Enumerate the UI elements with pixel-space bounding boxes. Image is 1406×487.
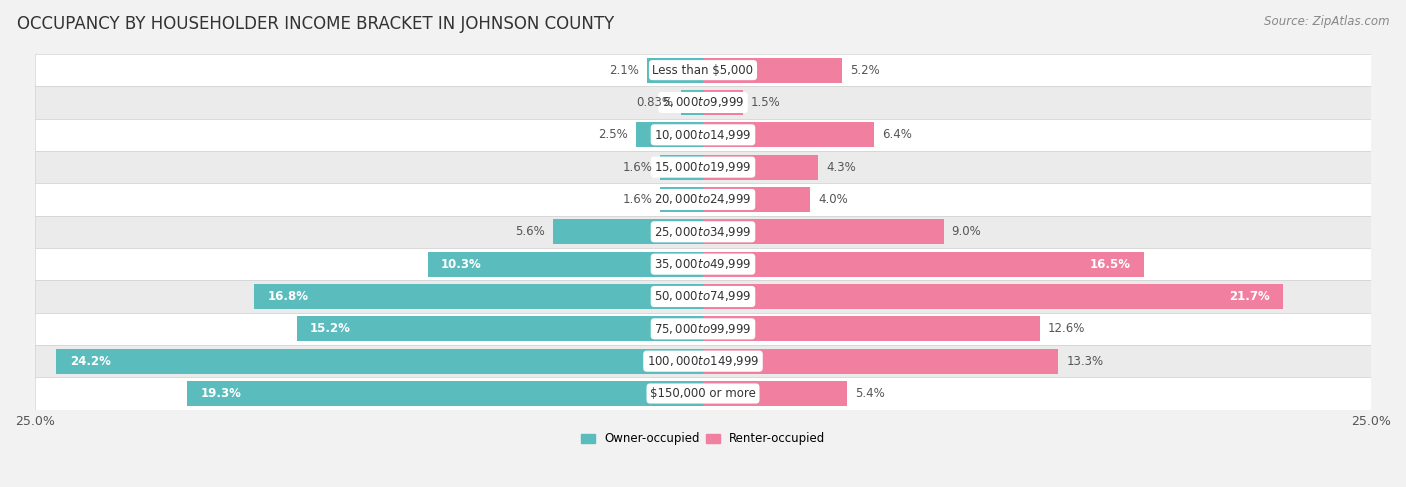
Bar (35, 183, 1371, 216)
Text: 0.83%: 0.83% (636, 96, 673, 109)
Text: $10,000 to $14,999: $10,000 to $14,999 (654, 128, 752, 142)
Bar (254, 284, 703, 309)
Bar (703, 381, 848, 406)
Legend: Owner-occupied, Renter-occupied: Owner-occupied, Renter-occupied (576, 428, 830, 450)
Text: 19.3%: 19.3% (201, 387, 242, 400)
Bar (703, 90, 744, 115)
Bar (703, 187, 810, 212)
Text: $50,000 to $74,999: $50,000 to $74,999 (654, 289, 752, 303)
Text: 1.6%: 1.6% (623, 193, 652, 206)
Text: 2.5%: 2.5% (599, 128, 628, 141)
Text: 1.6%: 1.6% (623, 161, 652, 174)
Text: 5.2%: 5.2% (851, 64, 880, 76)
Text: $15,000 to $19,999: $15,000 to $19,999 (654, 160, 752, 174)
Text: 12.6%: 12.6% (1047, 322, 1085, 336)
Bar (35, 151, 1371, 183)
Bar (56, 349, 703, 374)
Bar (297, 316, 703, 341)
Bar (661, 187, 703, 212)
Bar (647, 57, 703, 83)
Text: 13.3%: 13.3% (1066, 355, 1104, 368)
Text: 4.0%: 4.0% (818, 193, 848, 206)
Text: 16.5%: 16.5% (1090, 258, 1130, 271)
Text: 16.8%: 16.8% (267, 290, 308, 303)
Text: 9.0%: 9.0% (952, 225, 981, 238)
Bar (187, 381, 703, 406)
Bar (35, 248, 1371, 281)
Text: 24.2%: 24.2% (70, 355, 111, 368)
Text: $150,000 or more: $150,000 or more (650, 387, 756, 400)
Text: Source: ZipAtlas.com: Source: ZipAtlas.com (1264, 15, 1389, 28)
Bar (427, 252, 703, 277)
Text: 10.3%: 10.3% (441, 258, 482, 271)
Bar (35, 119, 1371, 151)
Text: 5.4%: 5.4% (855, 387, 884, 400)
Text: $5,000 to $9,999: $5,000 to $9,999 (662, 95, 744, 110)
Bar (703, 284, 1282, 309)
Text: $35,000 to $49,999: $35,000 to $49,999 (654, 257, 752, 271)
Bar (35, 313, 1371, 345)
Bar (35, 377, 1371, 410)
Bar (703, 349, 1059, 374)
Text: 2.1%: 2.1% (609, 64, 638, 76)
Text: 15.2%: 15.2% (311, 322, 352, 336)
Bar (703, 252, 1144, 277)
Text: $100,000 to $149,999: $100,000 to $149,999 (647, 354, 759, 368)
Bar (35, 54, 1371, 86)
Text: $20,000 to $24,999: $20,000 to $24,999 (654, 192, 752, 206)
Bar (703, 122, 875, 148)
Text: Less than $5,000: Less than $5,000 (652, 64, 754, 76)
Text: 1.5%: 1.5% (751, 96, 780, 109)
Bar (35, 281, 1371, 313)
Bar (661, 154, 703, 180)
Bar (681, 90, 703, 115)
Bar (35, 345, 1371, 377)
Bar (703, 316, 1039, 341)
Text: 21.7%: 21.7% (1229, 290, 1270, 303)
Bar (703, 57, 842, 83)
Text: 6.4%: 6.4% (882, 128, 912, 141)
Bar (35, 216, 1371, 248)
Text: OCCUPANCY BY HOUSEHOLDER INCOME BRACKET IN JOHNSON COUNTY: OCCUPANCY BY HOUSEHOLDER INCOME BRACKET … (17, 15, 614, 33)
Text: 5.6%: 5.6% (516, 225, 546, 238)
Bar (636, 122, 703, 148)
Text: 4.3%: 4.3% (825, 161, 856, 174)
Bar (35, 86, 1371, 119)
Bar (703, 219, 943, 244)
Text: $25,000 to $34,999: $25,000 to $34,999 (654, 225, 752, 239)
Bar (703, 154, 818, 180)
Text: $75,000 to $99,999: $75,000 to $99,999 (654, 322, 752, 336)
Bar (554, 219, 703, 244)
